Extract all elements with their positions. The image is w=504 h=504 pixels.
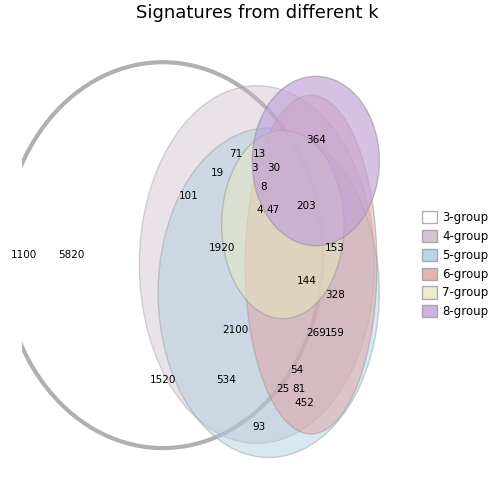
Text: 144: 144	[296, 276, 317, 286]
Text: 1100: 1100	[11, 250, 37, 260]
Text: 364: 364	[306, 135, 326, 145]
Text: 47: 47	[267, 206, 280, 215]
Text: 452: 452	[294, 398, 314, 408]
Text: 203: 203	[296, 201, 316, 211]
Ellipse shape	[253, 76, 380, 246]
Text: 4: 4	[256, 206, 263, 215]
Text: 81: 81	[293, 384, 306, 394]
Text: 8: 8	[261, 182, 267, 192]
Text: 153: 153	[325, 243, 345, 253]
Ellipse shape	[245, 95, 377, 434]
Text: 3: 3	[251, 163, 258, 173]
Text: 25: 25	[276, 384, 289, 394]
Text: 2100: 2100	[223, 326, 249, 336]
Title: Signatures from different k: Signatures from different k	[136, 4, 379, 22]
Text: 269: 269	[306, 328, 326, 338]
Text: 1520: 1520	[150, 375, 176, 385]
Ellipse shape	[158, 128, 380, 458]
Text: 93: 93	[253, 422, 266, 432]
Ellipse shape	[222, 131, 344, 319]
Text: 328: 328	[325, 290, 345, 300]
Text: 5820: 5820	[58, 250, 84, 260]
Ellipse shape	[139, 86, 374, 444]
Text: 13: 13	[253, 149, 266, 159]
Text: 101: 101	[179, 192, 199, 201]
Text: 1920: 1920	[209, 243, 235, 253]
Text: 19: 19	[210, 168, 224, 178]
Legend: 3-group, 4-group, 5-group, 6-group, 7-group, 8-group: 3-group, 4-group, 5-group, 6-group, 7-gr…	[420, 208, 491, 321]
Text: 159: 159	[325, 328, 345, 338]
Text: 71: 71	[229, 149, 242, 159]
Text: 534: 534	[216, 375, 236, 385]
Text: 30: 30	[267, 163, 280, 173]
Text: 54: 54	[290, 365, 303, 375]
